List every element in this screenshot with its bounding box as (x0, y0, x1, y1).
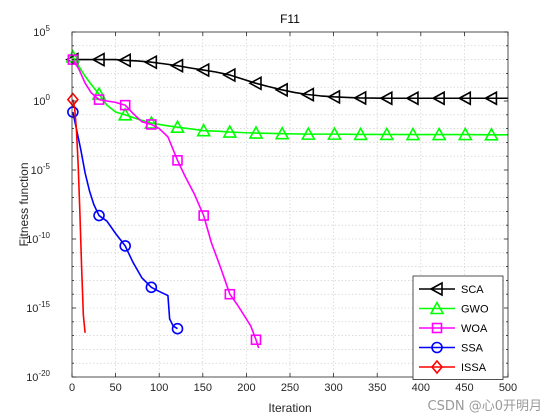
marker (405, 90, 419, 106)
legend: SCA GWO WOA SSA ISSA (412, 275, 504, 380)
legend-label: SSA (461, 343, 484, 355)
x-tick-label: 250 (281, 382, 299, 394)
marker (169, 58, 184, 74)
marker (431, 126, 447, 141)
y-tick-label: 10-20 (26, 369, 50, 384)
marker (300, 126, 316, 140)
marker (353, 126, 368, 141)
marker (146, 119, 157, 130)
x-axis-label: Iteration (268, 401, 311, 415)
marker (431, 341, 443, 354)
marker (196, 122, 212, 137)
marker (119, 99, 131, 111)
x-tick-label: 150 (194, 382, 212, 394)
marker (248, 75, 262, 91)
marker (198, 210, 209, 221)
marker (222, 124, 238, 138)
marker (274, 82, 288, 98)
y-tick-label: 100 (33, 93, 50, 108)
marker (93, 94, 105, 105)
marker (405, 126, 421, 141)
y-tick-label: 10-15 (26, 300, 50, 315)
marker (93, 209, 105, 222)
marker (196, 62, 210, 78)
marker (379, 126, 395, 141)
legend-entry-sca: SCA (419, 281, 484, 297)
series-line (72, 59, 260, 349)
marker (274, 126, 290, 140)
marker (250, 334, 262, 346)
marker (248, 125, 264, 139)
marker (143, 54, 158, 70)
legend-label: SCA (461, 284, 484, 296)
chart-title: F11 (280, 12, 300, 26)
marker (379, 90, 393, 106)
marker (327, 126, 342, 140)
marker (117, 52, 131, 68)
watermark: CSDN @心0开明月 (427, 399, 542, 414)
marker (300, 87, 315, 102)
y-tick-label: 10-10 (26, 231, 50, 246)
legend-label: GWO (461, 304, 489, 316)
marker (91, 52, 105, 67)
marker (352, 90, 367, 106)
series-line (72, 58, 508, 100)
marker (67, 106, 79, 118)
x-tick-label: 300 (324, 382, 342, 394)
legend-entry-woa: WOA (419, 322, 488, 335)
marker (430, 359, 444, 375)
series-line (72, 99, 86, 333)
marker (222, 67, 236, 83)
marker (326, 89, 341, 105)
marker (117, 107, 133, 121)
marker (484, 127, 499, 141)
y-axis-label: Fitness function (17, 162, 31, 246)
legend-entry-gwo: GWO (419, 300, 489, 316)
marker (429, 281, 443, 297)
y-tick-label: 105 (33, 24, 50, 39)
marker (65, 49, 81, 63)
grid (72, 32, 508, 377)
marker (457, 90, 472, 106)
marker (144, 115, 159, 129)
y-tick-label: 10-5 (31, 162, 51, 177)
x-tick-label: 450 (455, 382, 473, 394)
series-group (65, 49, 508, 349)
marker (119, 240, 131, 252)
x-tick-label: 50 (109, 382, 121, 394)
marker (483, 90, 498, 106)
x-tick-label: 100 (150, 382, 168, 394)
ticks: 0 50 100 150 200 250 300 350 400 450 500 10-20 10-15… (26, 24, 517, 394)
legend-label: WOA (461, 323, 488, 335)
x-tick-label: 400 (412, 382, 430, 394)
marker (170, 119, 185, 134)
marker (66, 92, 79, 107)
x-tick-label: 500 (499, 382, 517, 394)
marker (67, 54, 79, 65)
series-issa (66, 92, 86, 333)
marker (457, 126, 473, 141)
legend-entry-issa: ISSA (419, 359, 487, 375)
marker (172, 155, 183, 166)
series-woa (67, 54, 262, 349)
x-tick-label: 0 (69, 382, 75, 394)
x-tick-label: 200 (237, 382, 255, 394)
series-line (72, 111, 178, 330)
series-ssa (67, 106, 184, 335)
marker (145, 281, 158, 294)
marker (431, 90, 445, 106)
x-tick-label: 350 (368, 382, 386, 394)
marker (431, 322, 443, 334)
marker (429, 300, 445, 315)
marker (224, 288, 236, 300)
marker (171, 322, 184, 335)
legend-label: ISSA (461, 362, 487, 374)
legend-entry-ssa: SSA (419, 341, 484, 355)
